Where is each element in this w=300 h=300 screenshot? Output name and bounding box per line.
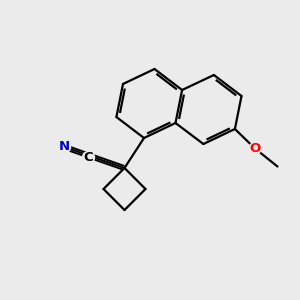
Text: C: C (84, 151, 93, 164)
Circle shape (82, 152, 94, 164)
Text: N: N (59, 140, 70, 154)
Circle shape (58, 141, 70, 153)
Circle shape (249, 142, 261, 154)
Text: O: O (249, 142, 261, 155)
